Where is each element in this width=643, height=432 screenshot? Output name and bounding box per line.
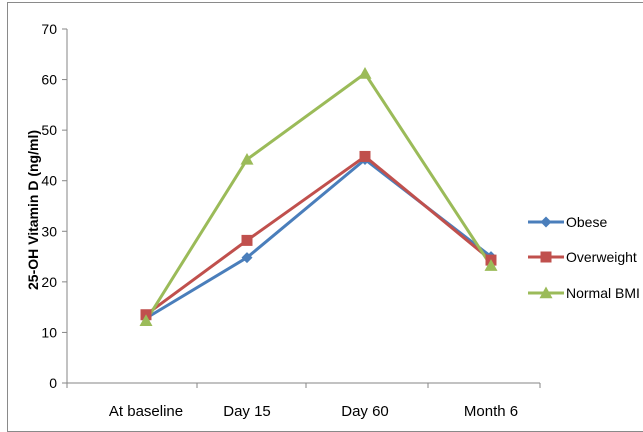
x-tick-label: Month 6 bbox=[464, 403, 518, 420]
legend-label-normal-bmi: Normal BMI bbox=[566, 285, 640, 301]
series-line-overweight bbox=[145, 154, 492, 316]
y-axis-label: 25-OH Vitamin D (ng/ml) bbox=[25, 130, 41, 290]
y-tick-label: 30 bbox=[41, 223, 57, 239]
y-tick-label: 50 bbox=[41, 122, 57, 138]
y-tick-label: 10 bbox=[41, 324, 57, 340]
data-point-overweight bbox=[359, 150, 371, 162]
y-tick-label: 40 bbox=[41, 173, 57, 189]
x-tick-label: At baseline bbox=[109, 403, 183, 420]
y-tick-label: 0 bbox=[49, 375, 57, 391]
legend-marker-normal-bmi bbox=[539, 286, 553, 299]
data-point-normal-bmi bbox=[484, 259, 498, 271]
data-point-normal-bmi bbox=[240, 152, 254, 165]
y-tick-label: 60 bbox=[41, 72, 57, 88]
legend-label-overweight: Overweight bbox=[566, 249, 637, 265]
data-point-normal-bmi bbox=[358, 67, 372, 79]
series-line-normal-bmi bbox=[144, 72, 493, 322]
y-tick-label: 20 bbox=[41, 274, 57, 290]
data-point-overweight bbox=[241, 234, 253, 246]
x-tick-label: Day 15 bbox=[223, 403, 271, 420]
data-point-normal-bmi bbox=[139, 314, 153, 326]
legend-label-obese: Obese bbox=[566, 214, 607, 230]
x-tick-label: Day 60 bbox=[341, 403, 389, 420]
data-point-obese bbox=[241, 252, 253, 264]
legend-marker-obese bbox=[540, 216, 552, 228]
legend-marker-overweight bbox=[540, 251, 552, 263]
y-tick-label: 70 bbox=[41, 21, 57, 37]
